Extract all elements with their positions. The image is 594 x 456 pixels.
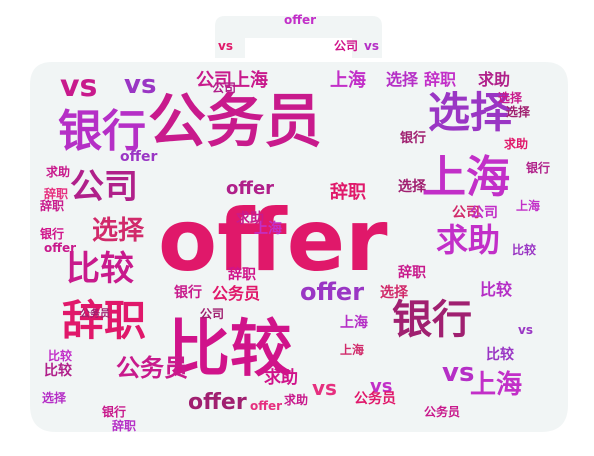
word-14: offer: [300, 278, 365, 306]
word-18: 求助: [264, 368, 298, 388]
word-71: offer: [250, 399, 283, 413]
word-70: 辞职: [40, 199, 65, 213]
word-39: 上海: [340, 315, 368, 331]
word-73: 公务员: [424, 405, 461, 419]
word-0: offer: [158, 191, 388, 291]
word-21: 公司: [196, 70, 232, 91]
word-35: 比较: [486, 347, 514, 363]
word-30: 上海: [330, 70, 366, 91]
word-50: 选择: [42, 391, 67, 405]
word-22: offer: [188, 390, 247, 415]
word-63: vs: [218, 39, 233, 53]
word-60: 选择: [498, 91, 523, 105]
word-23: 辞职: [424, 70, 457, 89]
word-51: 辞职: [44, 187, 69, 201]
word-59: 上海: [340, 343, 365, 357]
word-29: 公务员: [212, 284, 261, 303]
word-8: 求助: [436, 221, 501, 259]
word-2: 比较: [168, 312, 293, 385]
word-47: 公司: [200, 307, 225, 321]
word-41: 辞职: [398, 265, 426, 281]
word-19: 上海: [232, 70, 268, 91]
word-57: 银行: [102, 405, 127, 419]
word-69: 选择: [506, 105, 531, 119]
word-40: 选择: [380, 285, 408, 301]
word-32: 辞职: [228, 267, 256, 283]
word-46: 求助: [46, 165, 71, 179]
word-37: 公司: [470, 205, 498, 221]
word-58: 公务员: [80, 309, 110, 320]
word-56: 公司: [212, 81, 237, 95]
word-5: 上海: [422, 152, 510, 203]
word-12: 选择: [92, 216, 145, 246]
word-24: 求助: [478, 70, 511, 89]
word-3: 银行: [58, 106, 146, 157]
word-25: vs: [124, 70, 157, 100]
word-15: 上海: [470, 370, 523, 400]
word-66: 公司: [334, 39, 359, 53]
word-6: 辞职: [62, 296, 147, 345]
word-20: 选择: [386, 70, 419, 89]
word-33: offer: [226, 178, 275, 199]
word-48: 银行: [40, 227, 65, 241]
word-34: vs: [312, 376, 337, 400]
word-67: 银行: [526, 161, 551, 175]
word-13: 公务员: [116, 354, 188, 382]
word-54: 比较: [48, 349, 73, 363]
word-62: offer: [284, 13, 317, 27]
word-44: 公务员: [354, 391, 396, 407]
word-28: 比较: [480, 280, 513, 299]
word-45: 比较: [44, 363, 72, 379]
word-31: 选择: [398, 179, 426, 195]
word-55: 求助: [504, 137, 529, 151]
word-42: offer: [120, 149, 158, 165]
word-26: 公司: [452, 205, 480, 221]
word-7: 比较: [66, 249, 134, 289]
briefcase-silhouette: [30, 16, 568, 432]
word-53: vs: [518, 323, 533, 337]
word-61: 辞职: [112, 419, 137, 433]
word-72: vs: [364, 39, 379, 53]
word-9: 公司: [70, 167, 138, 207]
word-11: vs: [60, 69, 98, 104]
word-36: 求助: [236, 211, 264, 227]
word-49: 上海: [254, 221, 282, 237]
word-52: offer: [44, 241, 77, 255]
word-38: 银行: [400, 131, 427, 146]
word-17: 辞职: [330, 182, 366, 203]
word-16: vs: [442, 358, 475, 388]
word-64: 比较: [512, 243, 537, 257]
word-68: 上海: [516, 199, 541, 213]
word-10: 银行: [392, 297, 472, 343]
word-27: 银行: [174, 285, 202, 301]
word-1: 公务员: [148, 87, 323, 155]
word-43: vs: [370, 376, 393, 397]
word-4: 选择: [428, 88, 513, 137]
word-65: 求助: [284, 393, 309, 407]
